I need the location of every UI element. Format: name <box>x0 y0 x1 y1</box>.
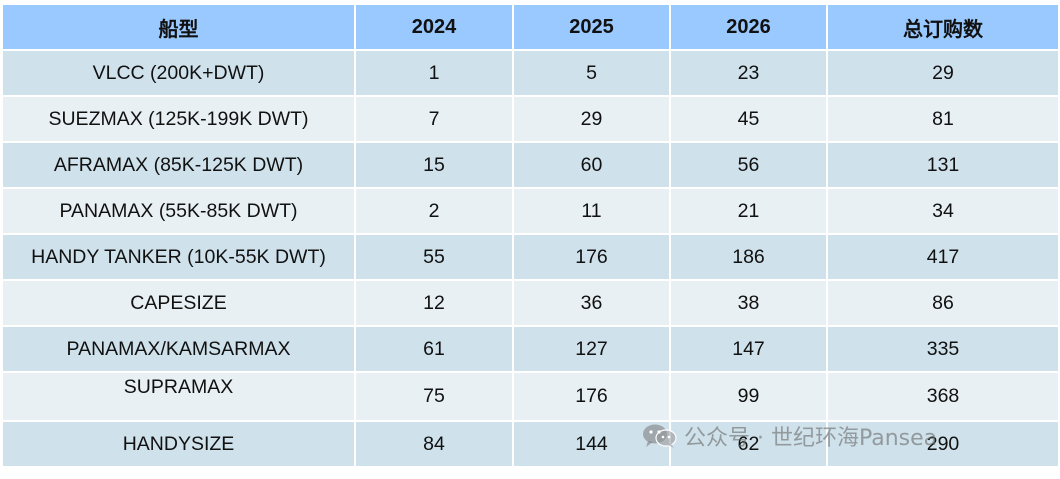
header-ship-type: 船型 <box>1 3 356 51</box>
cell-2025: 127 <box>512 325 671 373</box>
cell-2024: 61 <box>354 325 514 373</box>
cell-total: 81 <box>826 95 1060 143</box>
table-row: SUPRAMAX 75 176 99 368 <box>1 371 1060 422</box>
table-row: HANDYSIZE 84 144 62 290 <box>1 420 1060 468</box>
table-row: SUEZMAX (125K-199K DWT) 7 29 45 81 <box>1 95 1060 143</box>
cell-total: 34 <box>826 187 1060 235</box>
cell-2026: 45 <box>669 95 828 143</box>
cell-total: 290 <box>826 420 1060 468</box>
cell-2024: 12 <box>354 279 514 327</box>
header-2026: 2026 <box>669 3 828 51</box>
shipbuilding-orders-table: 船型 2024 2025 2026 总订购数 VLCC (200K+DWT) 1… <box>1 3 1060 468</box>
cell-2025: 5 <box>512 49 671 97</box>
cell-2024: 75 <box>354 371 514 422</box>
cell-total: 368 <box>826 371 1060 422</box>
cell-2026: 23 <box>669 49 828 97</box>
cell-2026: 186 <box>669 233 828 281</box>
cell-2025: 36 <box>512 279 671 327</box>
cell-total: 29 <box>826 49 1060 97</box>
cell-ship-type: HANDY TANKER (10K-55K DWT) <box>1 233 356 281</box>
cell-ship-type: SUPRAMAX <box>1 371 356 422</box>
cell-2026: 147 <box>669 325 828 373</box>
cell-2024: 2 <box>354 187 514 235</box>
cell-2024: 55 <box>354 233 514 281</box>
cell-2025: 29 <box>512 95 671 143</box>
cell-ship-type: PANAMAX (55K-85K DWT) <box>1 187 356 235</box>
cell-total: 335 <box>826 325 1060 373</box>
cell-2026: 38 <box>669 279 828 327</box>
header-2024: 2024 <box>354 3 514 51</box>
cell-total: 417 <box>826 233 1060 281</box>
cell-ship-type: PANAMAX/KAMSARMAX <box>1 325 356 373</box>
cell-2026: 62 <box>669 420 828 468</box>
cell-2024: 15 <box>354 141 514 189</box>
cell-total: 131 <box>826 141 1060 189</box>
table-row: VLCC (200K+DWT) 1 5 23 29 <box>1 49 1060 97</box>
cell-ship-type: SUEZMAX (125K-199K DWT) <box>1 95 356 143</box>
cell-2024: 1 <box>354 49 514 97</box>
cell-2025: 176 <box>512 233 671 281</box>
cell-2025: 11 <box>512 187 671 235</box>
cell-ship-type: VLCC (200K+DWT) <box>1 49 356 97</box>
cell-2026: 21 <box>669 187 828 235</box>
cell-total: 86 <box>826 279 1060 327</box>
cell-2025: 176 <box>512 371 671 422</box>
cell-ship-type: AFRAMAX (85K-125K DWT) <box>1 141 356 189</box>
cell-2025: 60 <box>512 141 671 189</box>
table-row: PANAMAX (55K-85K DWT) 2 11 21 34 <box>1 187 1060 235</box>
cell-2024: 84 <box>354 420 514 468</box>
cell-ship-type: HANDYSIZE <box>1 420 356 468</box>
header-total-orders: 总订购数 <box>826 3 1060 51</box>
table-row: AFRAMAX (85K-125K DWT) 15 60 56 131 <box>1 141 1060 189</box>
shipbuilding-orders-table-container: 船型 2024 2025 2026 总订购数 VLCC (200K+DWT) 1… <box>1 3 1060 468</box>
cell-2024: 7 <box>354 95 514 143</box>
table-row: HANDY TANKER (10K-55K DWT) 55 176 186 41… <box>1 233 1060 281</box>
cell-ship-type: CAPESIZE <box>1 279 356 327</box>
table-header-row: 船型 2024 2025 2026 总订购数 <box>1 3 1060 51</box>
cell-2026: 56 <box>669 141 828 189</box>
header-2025: 2025 <box>512 3 671 51</box>
table-row: CAPESIZE 12 36 38 86 <box>1 279 1060 327</box>
cell-2026: 99 <box>669 371 828 422</box>
cell-2025: 144 <box>512 420 671 468</box>
table-row: PANAMAX/KAMSARMAX 61 127 147 335 <box>1 325 1060 373</box>
